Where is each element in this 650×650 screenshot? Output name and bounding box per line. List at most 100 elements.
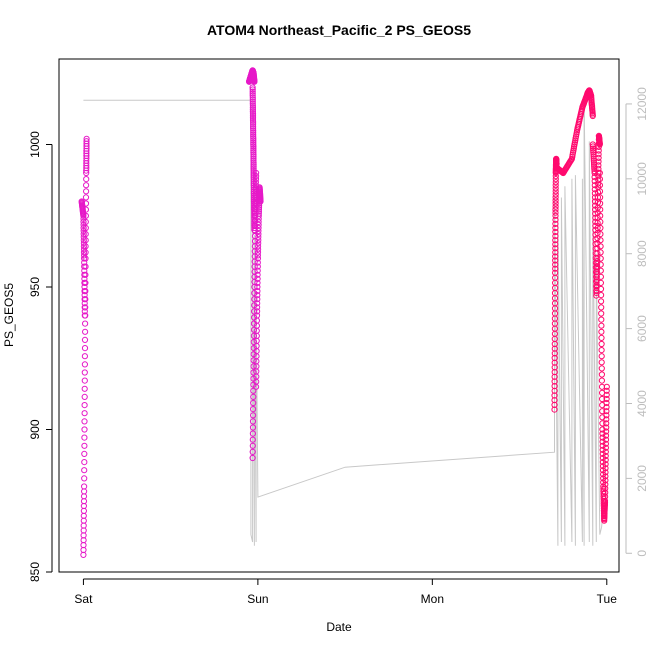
data-point bbox=[250, 399, 257, 407]
data-point bbox=[81, 275, 88, 282]
data-point bbox=[81, 418, 88, 425]
data-point bbox=[254, 259, 261, 266]
x-axis: Sat Sun Mon Tue bbox=[74, 578, 617, 606]
data-point bbox=[602, 493, 609, 500]
data-point bbox=[253, 312, 261, 319]
data-point bbox=[598, 298, 605, 305]
data-point bbox=[81, 393, 88, 400]
data-point bbox=[597, 285, 605, 293]
data-point bbox=[255, 231, 262, 238]
data-point bbox=[250, 133, 257, 140]
data-point bbox=[250, 137, 257, 144]
data-point bbox=[80, 243, 88, 250]
data-point bbox=[81, 369, 88, 376]
data-point bbox=[249, 110, 257, 118]
data-point bbox=[250, 155, 257, 162]
data-point bbox=[81, 467, 88, 474]
data-point bbox=[552, 224, 559, 232]
data-point bbox=[251, 308, 258, 315]
data-point bbox=[552, 228, 559, 236]
data-point bbox=[81, 308, 88, 315]
data-point bbox=[250, 338, 257, 346]
data-point bbox=[249, 108, 256, 116]
data-point bbox=[601, 497, 609, 504]
data-point bbox=[603, 412, 610, 419]
data-point bbox=[82, 243, 89, 250]
data-point bbox=[552, 245, 559, 252]
data-point bbox=[591, 161, 598, 168]
data-point bbox=[599, 420, 606, 427]
data-point bbox=[81, 304, 88, 311]
data-point bbox=[552, 209, 559, 216]
data-point bbox=[250, 149, 257, 156]
data-point bbox=[598, 365, 605, 372]
data-point bbox=[603, 391, 610, 398]
data-point bbox=[81, 434, 88, 441]
data-point bbox=[254, 304, 261, 311]
data-point bbox=[249, 92, 256, 99]
data-point bbox=[255, 210, 262, 217]
data-point bbox=[552, 191, 559, 198]
data-point bbox=[251, 218, 258, 225]
data-point bbox=[81, 426, 88, 433]
data-point bbox=[590, 149, 597, 156]
data-point bbox=[552, 182, 559, 189]
data-point bbox=[599, 408, 606, 415]
data-point bbox=[596, 169, 603, 177]
data-point bbox=[552, 257, 559, 264]
data-point bbox=[255, 208, 262, 215]
data-point bbox=[595, 151, 602, 158]
data-point bbox=[602, 456, 609, 464]
data-point bbox=[250, 143, 257, 150]
data-point bbox=[83, 138, 90, 145]
data-point bbox=[597, 261, 604, 268]
data-point bbox=[250, 332, 257, 339]
x-tick-label: Mon bbox=[421, 592, 444, 606]
data-point bbox=[591, 198, 599, 205]
data-point bbox=[250, 141, 257, 148]
data-point bbox=[552, 220, 559, 227]
data-point bbox=[255, 243, 262, 250]
y2-tick-label: 6000 bbox=[635, 315, 649, 342]
x-tick-label: Sat bbox=[74, 592, 93, 606]
data-point bbox=[596, 182, 604, 189]
data-point bbox=[552, 206, 559, 213]
data-point bbox=[595, 165, 602, 172]
data-point bbox=[252, 203, 259, 210]
data-point bbox=[552, 200, 559, 207]
data-point bbox=[249, 98, 256, 105]
data-point bbox=[249, 454, 256, 462]
y2-tick-label: 8000 bbox=[635, 240, 649, 267]
data-point bbox=[250, 357, 257, 364]
data-point bbox=[81, 279, 88, 286]
data-point bbox=[603, 420, 610, 427]
data-point bbox=[81, 361, 89, 368]
y-axis-title: PS_GEOS5 bbox=[2, 283, 16, 347]
data-point bbox=[250, 121, 257, 128]
data-point bbox=[597, 224, 604, 232]
data-point bbox=[82, 194, 90, 201]
data-point bbox=[250, 129, 257, 136]
data-point bbox=[255, 234, 262, 241]
data-point bbox=[80, 227, 87, 235]
altitude-line bbox=[83, 96, 604, 546]
data-point bbox=[597, 279, 605, 286]
data-point bbox=[81, 267, 88, 274]
data-point bbox=[597, 243, 604, 250]
data-point bbox=[603, 399, 610, 407]
data-point bbox=[552, 197, 559, 204]
data-point bbox=[249, 106, 256, 114]
data-point bbox=[598, 340, 605, 348]
data-point bbox=[602, 469, 609, 476]
y2-tick-label: 10000 bbox=[635, 162, 649, 196]
data-point bbox=[254, 255, 261, 262]
data-point bbox=[598, 322, 605, 329]
data-point bbox=[81, 312, 88, 319]
data-point bbox=[551, 401, 558, 408]
data-point bbox=[80, 218, 87, 225]
data-point bbox=[250, 387, 257, 394]
data-point bbox=[591, 190, 599, 197]
data-point bbox=[552, 176, 559, 183]
data-point bbox=[598, 353, 605, 360]
data-point bbox=[602, 440, 610, 447]
